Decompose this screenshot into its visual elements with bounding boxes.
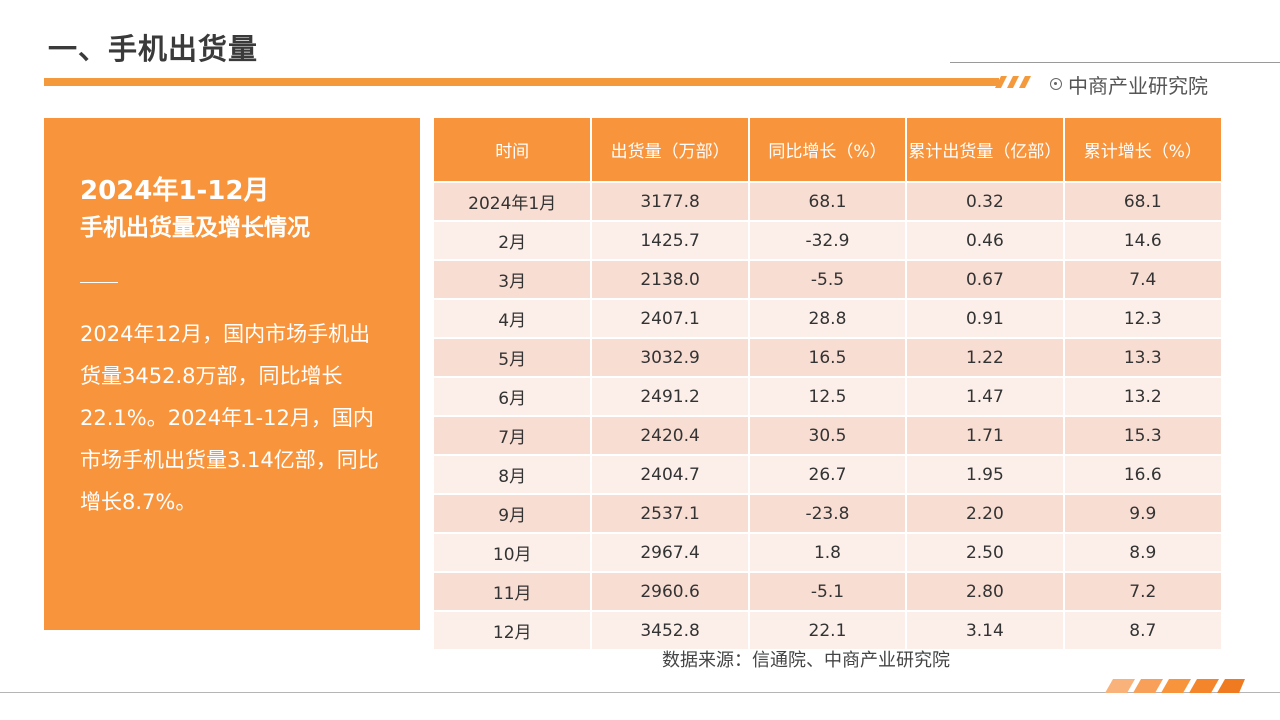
table-cell: 12.5 [748,376,908,416]
table-cell: 2.20 [906,493,1065,533]
table-cell: 2404.7 [591,454,750,494]
table-cell: 4月 [434,298,593,338]
table-cell: 8.9 [1063,532,1221,572]
table-row: 9月 2537.1 -23.8 2.20 9.9 [434,493,1221,533]
summary-title-period: 2024年1-12月 [80,176,270,206]
target-circle-icon [1050,78,1062,90]
table-row: 3月 2138.0 -5.5 0.67 7.4 [434,259,1221,299]
table-cell: 3032.9 [591,337,750,377]
table-cell: 2.80 [906,571,1065,611]
table-row: 2月 1425.7 -32.9 0.46 14.6 [434,220,1221,260]
table-cell: 9.9 [1063,493,1221,533]
table-cell: 12.3 [1063,298,1221,338]
table-cell: 2407.1 [591,298,750,338]
table-cell: 16.5 [748,337,908,377]
table-cell: -5.1 [748,571,908,611]
table-cell: 1.95 [906,454,1065,494]
table-cell: 9月 [434,493,593,533]
table-row: 12月 3452.8 22.1 3.14 8.7 [434,610,1221,649]
table-cell: 30.5 [748,415,908,455]
table-cell: -5.5 [748,259,908,299]
table-cell: 0.32 [906,181,1065,221]
table-header-row: 时间 出货量（万部） 同比增长（%） 累计出货量（亿部） 累计增长（%） [434,118,1221,182]
table-cell: 3177.8 [591,181,750,221]
table-cell: 1425.7 [591,220,750,260]
data-source-note: 数据来源：信通院、中商产业研究院 [662,650,950,671]
table-cell: 0.67 [906,259,1065,299]
table-cell: 6月 [434,376,593,416]
table-cell: 1.8 [748,532,908,572]
table-row: 6月 2491.2 12.5 1.47 13.2 [434,376,1221,416]
summary-divider [80,282,118,283]
table-cell: 13.2 [1063,376,1221,416]
table-cell: 2月 [434,220,593,260]
table-row: 4月 2407.1 28.8 0.91 12.3 [434,298,1221,338]
table-cell: 16.6 [1063,454,1221,494]
table-row: 2024年1月 3177.8 68.1 0.32 68.1 [434,181,1221,221]
table-cell: 7.4 [1063,259,1221,299]
table-cell: 8月 [434,454,593,494]
table-cell: 13.3 [1063,337,1221,377]
table-cell: 5月 [434,337,593,377]
table-cell: 7.2 [1063,571,1221,611]
table-cell: 0.46 [906,220,1065,260]
table-cell: 10月 [434,532,593,572]
slash-decoration-icon [995,76,1031,88]
column-header: 累计出货量（亿部） [906,118,1065,182]
summary-panel: 2024年1-12月 手机出货量及增长情况 2024年12月，国内市场手机出货量… [44,118,420,630]
table-cell: 1.71 [906,415,1065,455]
summary-title-topic: 手机出货量及增长情况 [80,215,310,241]
table-cell: 2.50 [906,532,1065,572]
column-header: 同比增长（%） [748,118,908,182]
table-cell: 3.14 [906,610,1065,649]
footer-divider-line [0,692,1280,693]
table-cell: 14.6 [1063,220,1221,260]
shipment-table-container: 时间 出货量（万部） 同比增长（%） 累计出货量（亿部） 累计增长（%） 2024年1月… [434,118,1221,649]
table-cell: 2138.0 [591,259,750,299]
brand-name: 中商产业研究院 [1068,73,1208,98]
column-header: 出货量（万部） [591,118,750,182]
column-header: 累计增长（%） [1063,118,1221,182]
footer-slash-decoration-icon [1105,679,1245,693]
brand-label: 中商产业研究院 [1050,71,1208,98]
table-row: 5月 3032.9 16.5 1.22 13.3 [434,337,1221,377]
table-cell: 8.7 [1063,610,1221,649]
table-cell: 2537.1 [591,493,750,533]
table-cell: 3452.8 [591,610,750,649]
table-cell: 2024年1月 [434,181,593,221]
title-accent-bar [44,78,999,86]
table-cell: 68.1 [1063,181,1221,221]
column-header: 时间 [434,118,593,182]
table-cell: 11月 [434,571,593,611]
table-cell: 1.47 [906,376,1065,416]
page-title: 一、手机出货量 [48,32,259,66]
table-row: 8月 2404.7 26.7 1.95 16.6 [434,454,1221,494]
table-cell: 26.7 [748,454,908,494]
table-cell: -32.9 [748,220,908,260]
table-cell: 0.91 [906,298,1065,338]
table-cell: 2967.4 [591,532,750,572]
shipment-table: 时间 出货量（万部） 同比增长（%） 累计出货量（亿部） 累计增长（%） 2024年1月… [434,118,1221,649]
summary-body-text: 2024年12月，国内市场手机出货量3452.8万部，同比增长22.1%。202… [80,322,379,514]
table-cell: 2420.4 [591,415,750,455]
table-row: 10月 2967.4 1.8 2.50 8.9 [434,532,1221,572]
table-row: 11月 2960.6 -5.1 2.80 7.2 [434,571,1221,611]
table-cell: 22.1 [748,610,908,649]
table-cell: 2960.6 [591,571,750,611]
table-row: 7月 2420.4 30.5 1.71 15.3 [434,415,1221,455]
table-cell: 3月 [434,259,593,299]
table-cell: 68.1 [748,181,908,221]
table-cell: 15.3 [1063,415,1221,455]
table-cell: 7月 [434,415,593,455]
table-cell: 12月 [434,610,593,649]
table-cell: 28.8 [748,298,908,338]
table-cell: -23.8 [748,493,908,533]
table-cell: 1.22 [906,337,1065,377]
table-cell: 2491.2 [591,376,750,416]
title-divider-line [950,62,1280,63]
